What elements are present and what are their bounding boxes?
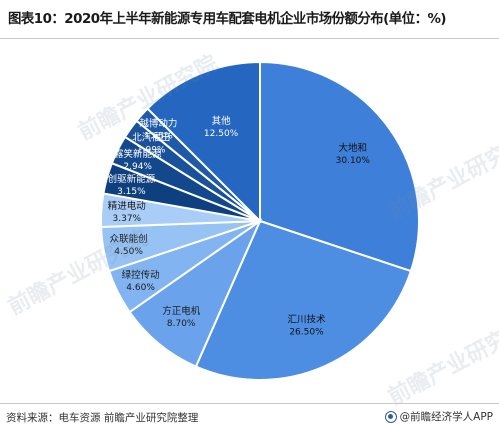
slice-value-label: 1.65% xyxy=(144,131,173,141)
slice-value-label: 1.99% xyxy=(137,146,166,156)
slice-value-label: 3.37% xyxy=(113,214,142,224)
slice-value-label: 2.94% xyxy=(123,162,152,172)
slice-label: 越博动力 xyxy=(139,117,177,129)
slice-label: 创驱新能源 xyxy=(108,173,156,185)
pie-slice xyxy=(146,60,261,224)
slice-label: 露笑新能源 xyxy=(114,148,162,160)
slice-label: 方正电机 xyxy=(162,305,201,317)
source-note: 资料来源：电车资源 前瞻产业研究院整理 xyxy=(6,412,199,424)
slice-value-label: 4.60% xyxy=(126,283,155,293)
chart-title: 图表10：2020年上半年新能源专用车配套电机企业市场份额分布(单位：%) xyxy=(8,12,447,27)
slice-label: 精进电动 xyxy=(108,200,146,212)
slice-label: 众联能创 xyxy=(110,233,148,245)
brand-text: @前瞻经济学人APP xyxy=(399,411,493,423)
brand-credit: @前瞻经济学人APP xyxy=(384,409,493,424)
pie-slice xyxy=(128,218,263,368)
slice-value-label: 3.15% xyxy=(117,187,146,197)
top-divider xyxy=(0,38,499,39)
pie-labels: 大地和 30.10% 汇川技术 26.50% 方正电机 8.70% 绿控传动 4.60% 众联能… xyxy=(108,115,371,338)
bottom-divider xyxy=(0,403,499,404)
slice-value-label: 12.50% xyxy=(204,129,239,139)
slice-value-label: 8.70% xyxy=(167,319,196,329)
slice-label: 大地和 xyxy=(339,142,368,154)
brand-logo-icon xyxy=(384,410,397,423)
slice-label: 北汽福田 xyxy=(132,132,170,144)
pie-slice xyxy=(194,219,413,381)
slice-value-label: 30.10% xyxy=(336,156,371,166)
slice-label: 其他 xyxy=(212,115,232,127)
slice-label: 绿控传动 xyxy=(122,269,160,281)
slice-value-label: 4.50% xyxy=(114,247,143,257)
slice-value-label: 26.50% xyxy=(289,328,324,338)
pie-slice xyxy=(259,60,420,273)
pie-slices xyxy=(100,60,420,381)
slice-label: 汇川技术 xyxy=(287,314,326,326)
